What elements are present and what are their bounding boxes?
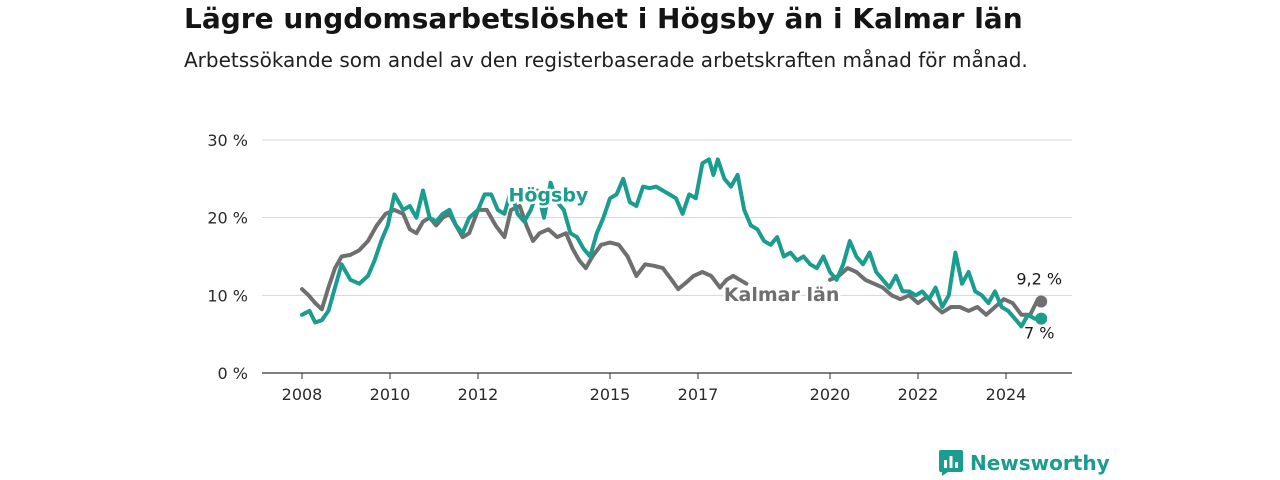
end-label-hogsby: 7 % [1024,324,1054,343]
series-name-label-kalmar-lan: Kalmar län [724,284,840,306]
y-tick-label: 0 % [218,364,248,383]
y-tick-label: 10 % [207,286,248,305]
series-line-kalmar-lan [300,204,749,312]
brand: Newsworthy [938,448,1110,478]
chart-subtitle: Arbetssökande som andel av den registerb… [184,48,1028,72]
y-axis-ticks: 0 % 10 % 20 % 30 % [207,131,248,383]
series-name-label-hogsby: Högsby [508,184,588,206]
x-tick-label: 2020 [810,385,851,404]
x-tick-label: 2015 [590,385,631,404]
series-line-hogsby [300,157,1044,329]
x-tick-label: 2010 [370,385,411,404]
brand-name: Newsworthy [970,451,1110,475]
series-line-kalmar-lan [828,266,1044,317]
x-tick-label: 2017 [678,385,719,404]
end-dot-hogsby [1035,312,1048,325]
y-tick-label: 30 % [207,131,248,150]
end-dot-kalmar-lan [1035,295,1048,308]
end-label-kalmar-lan: 9,2 % [1016,270,1062,289]
x-axis: 2008 2010 2012 2015 2017 2020 2022 2024 [262,372,1072,404]
chart-title: Lägre ungdomsarbetslöshet i Högsby än i … [184,2,1023,35]
x-tick-label: 2012 [458,385,499,404]
series-labels: 7 % 9,2 % Högsby Kalmar län [506,182,1062,343]
newsworthy-logo-icon [939,450,963,476]
y-tick-label: 20 % [207,209,248,228]
series-lines [300,157,1048,329]
x-tick-label: 2024 [986,385,1027,404]
x-tick-label: 2022 [898,385,939,404]
x-tick-label: 2008 [282,385,323,404]
